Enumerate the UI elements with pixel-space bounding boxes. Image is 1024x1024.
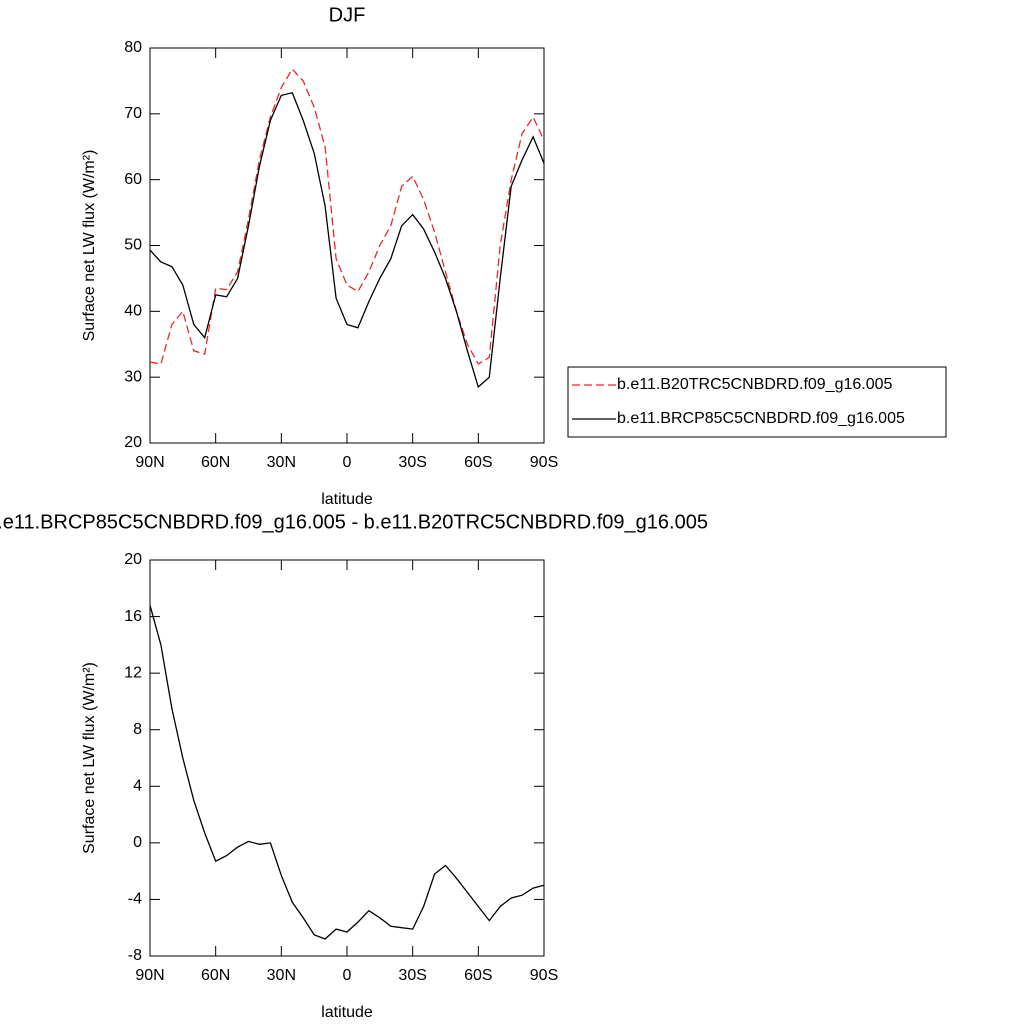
y-tick-label: 0 — [133, 834, 142, 851]
legend-box — [567, 366, 947, 438]
x-tick-label: 0 — [343, 967, 352, 984]
x-tick-label: 30N — [267, 454, 296, 471]
x-tick-label: 60S — [464, 967, 492, 984]
data-line — [149, 605, 545, 940]
data-line — [149, 68, 545, 365]
x-tick-label: 60N — [201, 967, 230, 984]
plot-frame — [149, 47, 545, 444]
data-line — [149, 92, 545, 389]
x-tick-label: 90S — [530, 454, 558, 471]
x-tick-label: 60S — [464, 454, 492, 471]
y-tick-label: 20 — [124, 551, 142, 568]
y-tick-label: 60 — [124, 171, 142, 188]
chart: DJF 90N 60N 30N 0 30S 60S 90S 20 30 40 50 60 70 80 lati… — [81, 4, 947, 508]
y-axis-label: Surface net LW flux (W/m²) — [81, 662, 98, 854]
y-tick-label: 16 — [124, 608, 142, 625]
x-tick-label: 30N — [267, 967, 296, 984]
y-tick-label: 20 — [124, 434, 142, 451]
x-tick-label: 30S — [398, 454, 426, 471]
y-tick-label: -4 — [128, 891, 142, 908]
x-axis-label: latitude — [321, 491, 373, 508]
x-tick-label: 90S — [530, 967, 558, 984]
y-tick-label: 4 — [133, 778, 142, 795]
plot-frame — [149, 559, 545, 957]
legend-label: b.e11.BRCP85C5CNBDRD.f09_g16.005 — [617, 410, 905, 427]
x-tick-label: 0 — [343, 454, 352, 471]
y-tick-label: 30 — [124, 368, 142, 385]
legend-label: b.e11.B20TRC5CNBDRD.f09_g16.005 — [617, 376, 893, 393]
x-tick-label: 30S — [398, 967, 426, 984]
y-tick-label: 80 — [124, 39, 142, 56]
x-tick-label: 90N — [135, 967, 164, 984]
y-tick-label: -8 — [128, 947, 142, 964]
y-tick-label: 50 — [124, 237, 142, 254]
chart-title: b.e11.BRCP85C5CNBDRD.f09_g16.005 - b.e11… — [0, 511, 708, 533]
y-tick-label: 12 — [124, 664, 142, 681]
y-tick-label: 70 — [124, 105, 142, 122]
chart: b.e11.BRCP85C5CNBDRD.f09_g16.005 - b.e11… — [0, 511, 708, 1021]
x-tick-label: 60N — [201, 454, 230, 471]
y-tick-label: 8 — [133, 721, 142, 738]
x-axis-label: latitude — [321, 1004, 373, 1021]
y-tick-label: 40 — [124, 303, 142, 320]
x-tick-label: 90N — [135, 454, 164, 471]
chart-title: DJF — [329, 4, 366, 26]
y-axis-label: Surface net LW flux (W/m²) — [81, 150, 98, 342]
